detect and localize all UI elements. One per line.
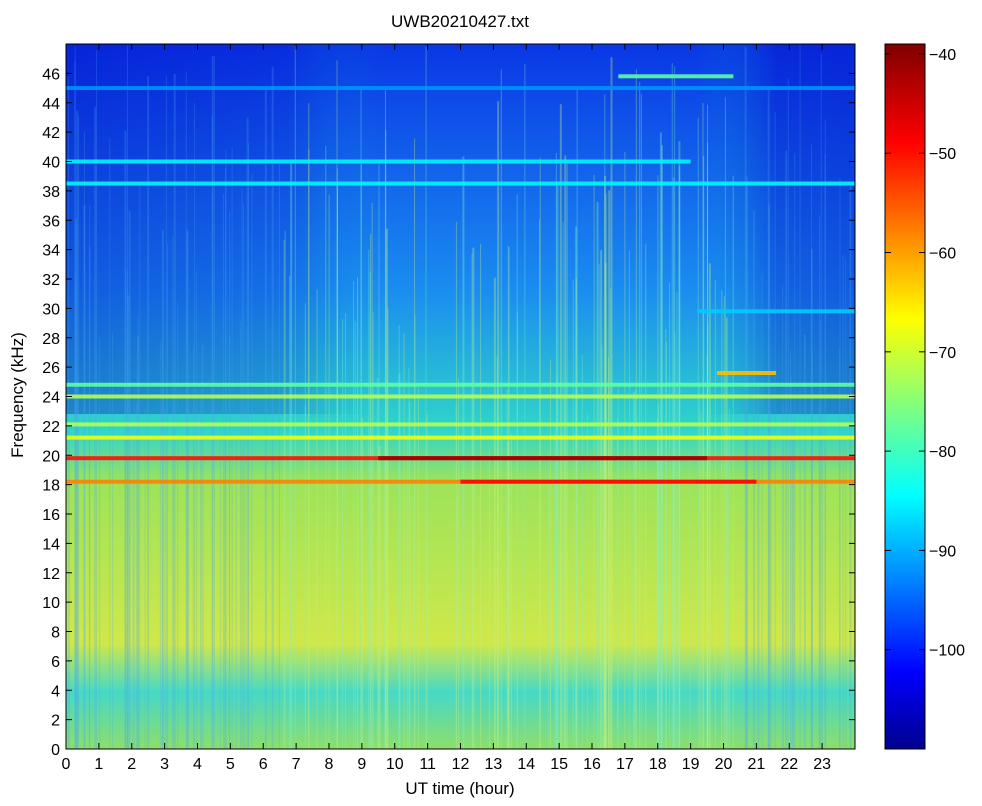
- y-tick-label: 16: [42, 507, 60, 524]
- colorbar-tick-label: −50: [929, 146, 956, 163]
- x-tick-label: 21: [747, 756, 765, 773]
- x-tick-label: 7: [292, 756, 301, 773]
- y-tick-label: 6: [51, 654, 60, 671]
- x-tick-label: 10: [386, 756, 404, 773]
- x-tick-label: 14: [517, 756, 535, 773]
- y-tick-label: 36: [42, 213, 60, 230]
- colorbar-tick-label: −100: [929, 643, 965, 660]
- y-tick-label: 4: [51, 683, 60, 700]
- y-tick-label: 8: [51, 625, 60, 642]
- y-tick-label: 34: [42, 243, 60, 260]
- x-tick-label: 0: [62, 756, 71, 773]
- x-tick-label: 19: [682, 756, 700, 773]
- x-tick-label: 20: [715, 756, 733, 773]
- x-tick-label: 5: [226, 756, 235, 773]
- emission-band: [716, 371, 777, 375]
- emission-band: [66, 435, 855, 440]
- colorbar-tick-label: −70: [929, 345, 956, 362]
- x-tick-label: 13: [484, 756, 502, 773]
- y-tick-label: 40: [42, 155, 60, 172]
- x-tick-label: 12: [452, 756, 470, 773]
- colorbar: [884, 43, 926, 750]
- y-tick-label: 24: [42, 390, 60, 407]
- emission-bands: [66, 74, 855, 484]
- x-tick-label: 22: [780, 756, 798, 773]
- y-axis: 0246810121416182022242628303234363840424…: [42, 66, 855, 759]
- x-tick-label: 3: [160, 756, 169, 773]
- y-tick-label: 10: [42, 595, 60, 612]
- x-tick-label: 11: [419, 756, 436, 773]
- y-tick-label: 44: [42, 96, 60, 113]
- x-tick-label: 23: [813, 756, 831, 773]
- x-tick-label: 6: [259, 756, 268, 773]
- diurnal-shading: [66, 44, 855, 414]
- emission-band: [66, 86, 855, 91]
- emission-band: [66, 422, 855, 427]
- emission-band: [66, 382, 855, 387]
- x-axis-label: UT time (hour): [405, 779, 515, 798]
- emission-band-peak: [378, 456, 708, 461]
- colorbar-tick-label: −60: [929, 246, 956, 263]
- x-tick-label: 2: [127, 756, 136, 773]
- emission-band: [66, 181, 855, 186]
- y-tick-label: 14: [42, 536, 60, 553]
- x-tick-label: 9: [357, 756, 366, 773]
- x-axis: 0 1 2 3 4 5 6 7 8 9 10 11 12 13 14 15 16 17 18 19 20 21 22 23: [62, 44, 831, 773]
- emission-band: [618, 74, 734, 79]
- y-tick-label: 46: [42, 66, 60, 83]
- y-tick-label: 28: [42, 331, 60, 348]
- y-tick-label: 42: [42, 125, 60, 142]
- x-tick-label: 17: [616, 756, 634, 773]
- y-tick-label: 30: [42, 301, 60, 318]
- emission-band: [66, 159, 691, 164]
- y-tick-label: 2: [51, 713, 60, 730]
- x-tick-label: 15: [550, 756, 568, 773]
- x-tick-label: 1: [94, 756, 103, 773]
- x-tick-label: 8: [325, 756, 334, 773]
- x-tick-label: 4: [193, 756, 202, 773]
- chart-title: UWB20210427.txt: [391, 12, 529, 31]
- x-tick-label: 18: [649, 756, 667, 773]
- colorbar-axis: −40 −50 −60 −70 −80 −90 −100: [885, 47, 965, 660]
- y-tick-label: 20: [42, 448, 60, 465]
- colorbar-tick-label: −80: [929, 444, 956, 461]
- plot-area: [66, 44, 855, 749]
- y-tick-label: 0: [51, 742, 60, 759]
- y-tick-label: 12: [42, 566, 60, 583]
- emission-band-peak: [460, 479, 757, 484]
- y-tick-label: 26: [42, 360, 60, 377]
- y-tick-label: 32: [42, 272, 60, 289]
- emission-band: [66, 394, 855, 399]
- colorbar-tick-label: −90: [929, 543, 956, 560]
- y-tick-label: 18: [42, 478, 60, 495]
- colorbar-tick-label: −40: [929, 47, 956, 64]
- emission-band: [697, 309, 855, 314]
- y-tick-label: 38: [42, 184, 60, 201]
- x-tick-label: 16: [583, 756, 601, 773]
- y-tick-label: 22: [42, 419, 60, 436]
